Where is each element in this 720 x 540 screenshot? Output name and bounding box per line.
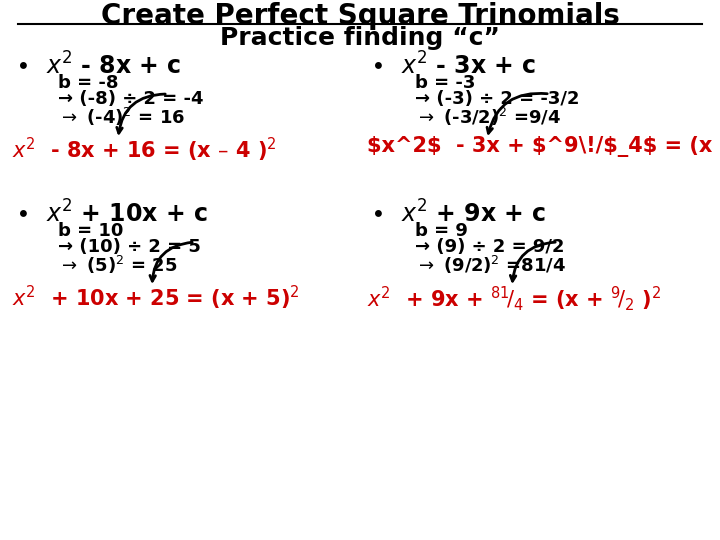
Text: Create Perfect Square Trinomials: Create Perfect Square Trinomials: [101, 2, 619, 30]
Text: b = -3: b = -3: [415, 74, 475, 92]
Text: → (9) ÷ 2 = 9/2: → (9) ÷ 2 = 9/2: [415, 238, 564, 256]
Text: $x^2$  - 8x + 16 = (x – 4 )$^2$: $x^2$ - 8x + 16 = (x – 4 )$^2$: [12, 136, 276, 164]
Text: b = 9: b = 9: [415, 222, 468, 240]
Text: $\rightarrow$ (-4)$^2$ = 16: $\rightarrow$ (-4)$^2$ = 16: [58, 106, 185, 128]
Text: → (-3) ÷ 2 = -3/2: → (-3) ÷ 2 = -3/2: [415, 90, 580, 108]
Text: $\rightarrow$ (5)$^2$ = 25: $\rightarrow$ (5)$^2$ = 25: [58, 254, 177, 276]
Text: $x^2$  - 3x + $^9\!/$_4$ = (x – $^3\!/_2$ )$^2$: $x^2$ - 3x + $^9\!/$_4$ = (x – $^3\!/_2$…: [367, 136, 720, 157]
Text: $\bullet$  $x^2$ - 3x + c: $\bullet$ $x^2$ - 3x + c: [370, 52, 536, 79]
Text: b = -8: b = -8: [58, 74, 119, 92]
Text: $\bullet$  $x^2$ - 8x + c: $\bullet$ $x^2$ - 8x + c: [15, 52, 181, 79]
Text: → (10) ÷ 2 = 5: → (10) ÷ 2 = 5: [58, 238, 201, 256]
Text: $x^2$  + 10x + 25 = (x + 5)$^2$: $x^2$ + 10x + 25 = (x + 5)$^2$: [12, 284, 300, 312]
Text: $\bullet$  $x^2$ + 9x + c: $\bullet$ $x^2$ + 9x + c: [370, 200, 546, 227]
Text: $\rightarrow$ (9/2)$^2$ =81/4: $\rightarrow$ (9/2)$^2$ =81/4: [415, 254, 566, 276]
Text: $\bullet$  $x^2$ + 10x + c: $\bullet$ $x^2$ + 10x + c: [15, 200, 207, 227]
Text: Practice finding “c”: Practice finding “c”: [220, 26, 500, 50]
Text: b = 10: b = 10: [58, 222, 123, 240]
Text: → (-8) ÷ 2 = -4: → (-8) ÷ 2 = -4: [58, 90, 204, 108]
Text: $x^2$  + 9x + $^{81}\!/_4$ = (x + $^9\!/_2$ )$^2$: $x^2$ + 9x + $^{81}\!/_4$ = (x + $^9\!/_…: [367, 284, 661, 313]
Text: $\rightarrow$ (-3/2)$^2$ =9/4: $\rightarrow$ (-3/2)$^2$ =9/4: [415, 106, 561, 128]
